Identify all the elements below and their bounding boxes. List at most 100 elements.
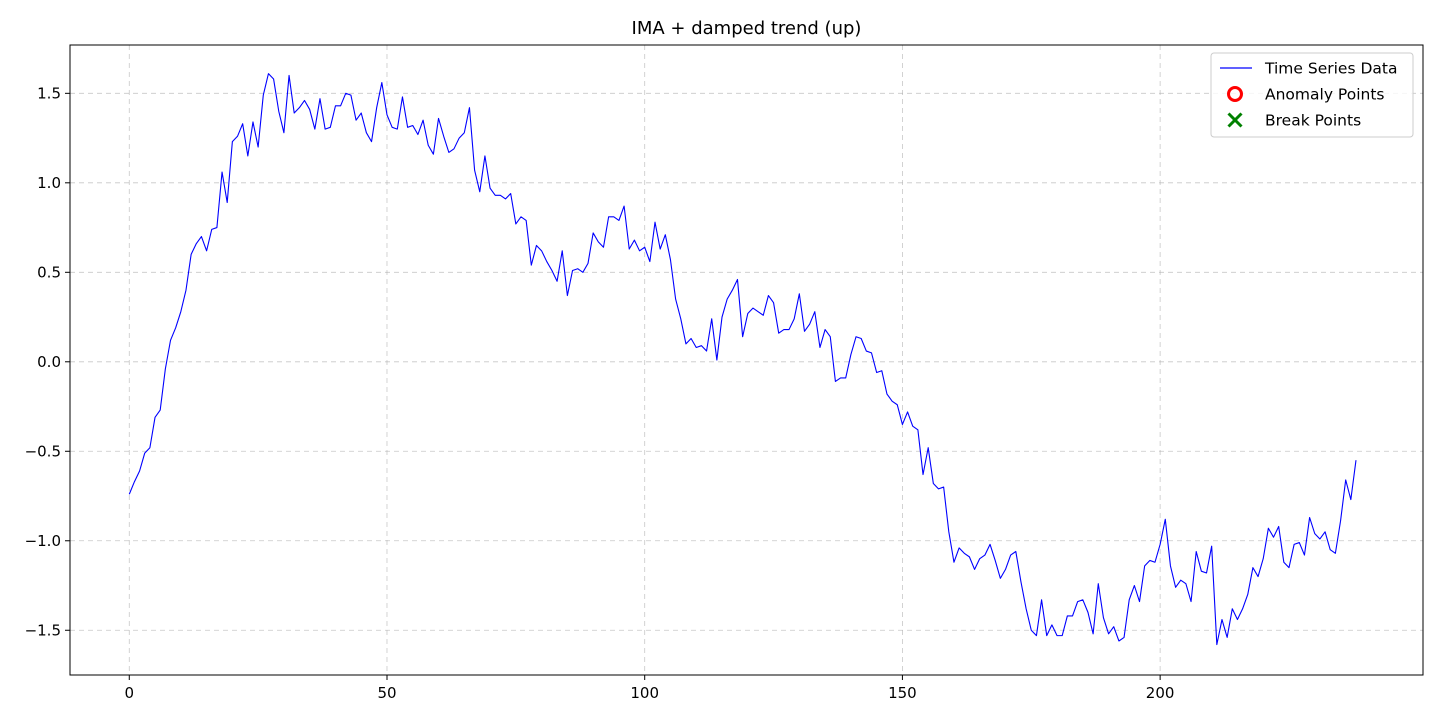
- data-point: [773, 302, 774, 303]
- data-point: [412, 125, 413, 126]
- data-point: [1020, 581, 1021, 582]
- data-point: [1309, 517, 1310, 518]
- legend-label-break-points: Break Points: [1265, 112, 1361, 130]
- data-point: [1299, 542, 1300, 543]
- x-tick-label: 0: [125, 684, 135, 702]
- data-point: [1340, 520, 1341, 521]
- data-point: [433, 154, 434, 155]
- data-point: [1154, 562, 1155, 563]
- data-point: [345, 93, 346, 94]
- data-point: [922, 474, 923, 475]
- data-point: [376, 107, 377, 108]
- data-point: [1335, 553, 1336, 554]
- data-point: [1026, 608, 1027, 609]
- data-point: [665, 234, 666, 235]
- data-point: [629, 248, 630, 249]
- data-point: [1201, 571, 1202, 572]
- data-point: [1093, 633, 1094, 634]
- data-point: [531, 265, 532, 266]
- data-point: [850, 354, 851, 355]
- data-point: [1257, 576, 1258, 577]
- data-point: [268, 73, 269, 74]
- data-point: [639, 250, 640, 251]
- data-point: [825, 329, 826, 330]
- data-point: [814, 311, 815, 312]
- data-point: [1118, 640, 1119, 641]
- data-point: [959, 547, 960, 548]
- data-point: [871, 352, 872, 353]
- data-point: [144, 452, 145, 453]
- data-point: [191, 254, 192, 255]
- data-point: [428, 145, 429, 146]
- data-point: [196, 243, 197, 244]
- data-point: [804, 331, 805, 332]
- data-point: [546, 261, 547, 262]
- data-point: [881, 370, 882, 371]
- data-point: [1134, 585, 1135, 586]
- data-point: [979, 558, 980, 559]
- data-point: [1139, 601, 1140, 602]
- data-point: [479, 191, 480, 192]
- data-point: [866, 350, 867, 351]
- legend: Time Series Data Anomaly Points Break Po…: [1210, 52, 1414, 138]
- x-tick-label: 150: [888, 684, 917, 702]
- data-point: [180, 311, 181, 312]
- data-point: [422, 120, 423, 121]
- data-point: [474, 170, 475, 171]
- data-point: [242, 123, 243, 124]
- data-point: [366, 132, 367, 133]
- data-point: [716, 359, 717, 360]
- data-point: [139, 470, 140, 471]
- data-point: [917, 429, 918, 430]
- data-point: [304, 100, 305, 101]
- data-point: [788, 329, 789, 330]
- data-point: [335, 105, 336, 106]
- data-point: [943, 486, 944, 487]
- data-point: [685, 343, 686, 344]
- data-point: [876, 372, 877, 373]
- data-point: [1211, 546, 1212, 547]
- y-tick-label: 0.5: [37, 263, 61, 281]
- data-point: [1221, 619, 1222, 620]
- data-point: [381, 82, 382, 83]
- data-point: [907, 411, 908, 412]
- data-point: [1252, 567, 1253, 568]
- data-point: [964, 553, 965, 554]
- data-point: [721, 316, 722, 317]
- data-point: [417, 134, 418, 135]
- data-point: [969, 556, 970, 557]
- data-point: [902, 424, 903, 425]
- chart-title: IMA + damped trend (up): [632, 18, 862, 39]
- data-point: [845, 377, 846, 378]
- data-point: [185, 290, 186, 291]
- data-point: [541, 250, 542, 251]
- data-point: [1196, 551, 1197, 552]
- data-point: [593, 232, 594, 233]
- data-point: [495, 195, 496, 196]
- data-point: [1000, 578, 1001, 579]
- data-point: [953, 562, 954, 563]
- data-point: [459, 137, 460, 138]
- data-point: [835, 381, 836, 382]
- data-point: [675, 299, 676, 300]
- data-point: [1087, 612, 1088, 613]
- data-point: [1268, 528, 1269, 529]
- data-point: [1190, 601, 1191, 602]
- data-point: [608, 216, 609, 217]
- data-point: [758, 311, 759, 312]
- legend-box: [1210, 52, 1414, 138]
- data-point: [1206, 572, 1207, 573]
- data-point: [211, 229, 212, 230]
- data-point: [974, 569, 975, 570]
- data-point: [1247, 594, 1248, 595]
- x-tick-label: 200: [1146, 684, 1175, 702]
- data-point: [453, 148, 454, 149]
- legend-anomaly-circle-marker: [1227, 86, 1243, 102]
- data-point: [747, 313, 748, 314]
- data-point: [830, 336, 831, 337]
- data-point: [170, 340, 171, 341]
- data-point: [603, 247, 604, 248]
- data-point: [294, 112, 295, 113]
- data-point: [572, 270, 573, 271]
